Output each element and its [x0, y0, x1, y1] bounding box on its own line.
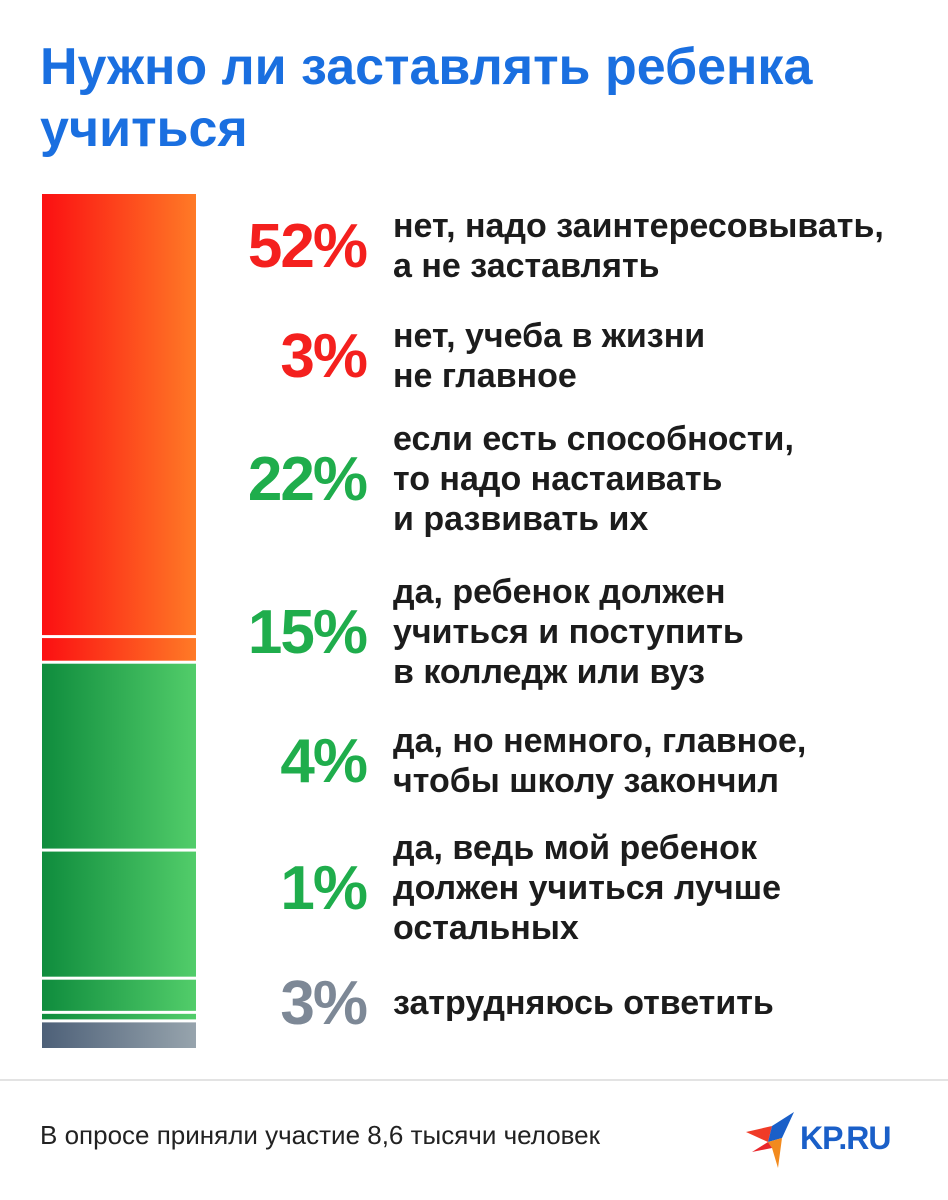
bar-segment [42, 663, 196, 849]
category-label-line: и развивать их [393, 500, 648, 538]
kp-logo: KP.RU [742, 1108, 922, 1172]
chart-title: Нужно ли заставлять ребенка учиться [40, 38, 813, 158]
category-label: если есть способности, то надо настаивать… [393, 420, 794, 538]
footer-divider [0, 1079, 948, 1081]
bar-segment [42, 1013, 196, 1020]
percent-label: 4% [280, 727, 366, 796]
category-label-line: то надо настаивать [393, 460, 722, 498]
bar-segment [42, 979, 196, 1011]
category-label-line: должен учиться лучше [393, 869, 781, 907]
logo-text: KP.RU [800, 1120, 891, 1156]
category-label-line: учиться и поступить [393, 613, 744, 651]
category-label: да, ребенок должен учиться и поступить в к… [393, 573, 744, 691]
category-label: да, но немного, главное, чтобы школу зако… [393, 722, 806, 800]
category-label-line: не главное [393, 357, 577, 395]
footer-note: В опросе приняли участие 8,6 тысячи чело… [40, 1120, 601, 1150]
category-label-line: чтобы школу закончил [393, 762, 779, 800]
category-label-line: нет, надо заинтересовывать, [393, 207, 884, 245]
category-label-line: если есть способности, [393, 420, 794, 458]
stacked-bar-chart: 52% нет, надо заинтересовывать, а не заста… [42, 194, 884, 1048]
category-label-line: а не заставлять [393, 247, 660, 285]
category-label: нет, надо заинтересовывать, а не заставля… [393, 207, 884, 285]
percent-label: 22% [248, 445, 367, 514]
percent-label: 3% [280, 969, 366, 1038]
category-label: нет, учеба в жизни не главное [393, 317, 705, 395]
bar-segment [42, 194, 196, 636]
bar-segment [42, 851, 196, 977]
bird-icon [746, 1112, 794, 1168]
category-label-line: да, ведь мой ребенок [393, 829, 758, 867]
percent-label: 52% [248, 212, 367, 281]
category-label: да, ведь мой ребенок должен учиться лучше… [393, 829, 781, 947]
category-label-line: нет, учеба в жизни [393, 317, 705, 355]
category-label-line: остальных [393, 909, 579, 947]
bar-segment [42, 638, 196, 661]
percent-label: 1% [280, 854, 366, 923]
percent-label: 15% [248, 598, 367, 667]
bar-segment [42, 1022, 196, 1048]
percent-label: 3% [280, 322, 366, 391]
category-label: затрудняюсь ответить [393, 984, 774, 1022]
category-label-line: да, но немного, главное, [393, 722, 806, 760]
category-label-line: в колледж или вуз [393, 653, 705, 691]
category-label-line: да, ребенок должен [393, 573, 726, 611]
category-label-line: затрудняюсь ответить [393, 984, 774, 1022]
